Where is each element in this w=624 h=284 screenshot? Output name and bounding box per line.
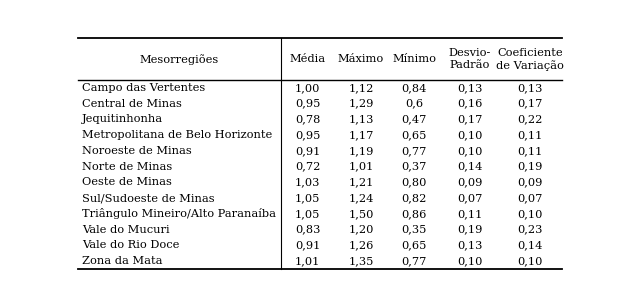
Text: Noroeste de Minas: Noroeste de Minas [82, 146, 192, 156]
Text: 1,21: 1,21 [348, 177, 374, 187]
Text: 0,35: 0,35 [401, 225, 427, 235]
Text: Central de Minas: Central de Minas [82, 99, 182, 108]
Text: 0,84: 0,84 [401, 83, 427, 93]
Text: 1,19: 1,19 [348, 146, 374, 156]
Text: 1,05: 1,05 [295, 209, 320, 219]
Text: 0,11: 0,11 [517, 146, 543, 156]
Text: 0,11: 0,11 [517, 130, 543, 140]
Text: 0,10: 0,10 [517, 256, 543, 266]
Text: 1,26: 1,26 [348, 240, 374, 250]
Text: Sul/Sudoeste de Minas: Sul/Sudoeste de Minas [82, 193, 215, 203]
Text: Média: Média [290, 54, 326, 64]
Text: 0,19: 0,19 [457, 225, 482, 235]
Text: 0,22: 0,22 [517, 114, 543, 124]
Text: Desvio-
Padrão: Desvio- Padrão [449, 49, 491, 70]
Text: Coeficiente
de Variação: Coeficiente de Variação [496, 48, 564, 70]
Text: 0,80: 0,80 [401, 177, 427, 187]
Text: 0,77: 0,77 [401, 256, 427, 266]
Text: 0,14: 0,14 [517, 240, 543, 250]
Text: 0,95: 0,95 [295, 130, 320, 140]
Text: 0,23: 0,23 [517, 225, 543, 235]
Text: Vale do Rio Doce: Vale do Rio Doce [82, 240, 179, 250]
Text: 0,17: 0,17 [457, 114, 482, 124]
Text: 0,95: 0,95 [295, 99, 320, 108]
Text: 1,20: 1,20 [348, 225, 374, 235]
Text: 1,05: 1,05 [295, 193, 320, 203]
Text: 0,65: 0,65 [401, 130, 427, 140]
Text: 0,91: 0,91 [295, 240, 320, 250]
Text: 1,29: 1,29 [348, 99, 374, 108]
Text: 0,83: 0,83 [295, 225, 320, 235]
Text: 0,17: 0,17 [517, 99, 543, 108]
Text: Vale do Mucuri: Vale do Mucuri [82, 225, 170, 235]
Text: 0,16: 0,16 [457, 99, 482, 108]
Text: 0,65: 0,65 [401, 240, 427, 250]
Text: 0,37: 0,37 [401, 162, 427, 172]
Text: 1,35: 1,35 [348, 256, 374, 266]
Text: Campo das Vertentes: Campo das Vertentes [82, 83, 205, 93]
Text: 0,78: 0,78 [295, 114, 320, 124]
Text: Máximo: Máximo [338, 54, 384, 64]
Text: 0,09: 0,09 [457, 177, 482, 187]
Text: 1,24: 1,24 [348, 193, 374, 203]
Text: 1,13: 1,13 [348, 114, 374, 124]
Text: 0,13: 0,13 [457, 83, 482, 93]
Text: 0,13: 0,13 [457, 240, 482, 250]
Text: 0,86: 0,86 [401, 209, 427, 219]
Text: 0,10: 0,10 [457, 146, 482, 156]
Text: Triângulo Mineiro/Alto Paranaíba: Triângulo Mineiro/Alto Paranaíba [82, 208, 276, 219]
Text: 0,14: 0,14 [457, 162, 482, 172]
Text: 0,10: 0,10 [457, 256, 482, 266]
Text: 1,01: 1,01 [295, 256, 320, 266]
Text: 0,10: 0,10 [517, 209, 543, 219]
Text: 0,07: 0,07 [457, 193, 482, 203]
Text: 0,91: 0,91 [295, 146, 320, 156]
Text: 1,03: 1,03 [295, 177, 320, 187]
Text: 1,17: 1,17 [348, 130, 374, 140]
Text: Oeste de Minas: Oeste de Minas [82, 177, 172, 187]
Text: 0,09: 0,09 [517, 177, 543, 187]
Text: Jequitinhonha: Jequitinhonha [82, 114, 163, 124]
Text: 1,01: 1,01 [348, 162, 374, 172]
Text: 0,13: 0,13 [517, 83, 543, 93]
Text: 0,72: 0,72 [295, 162, 320, 172]
Text: 0,07: 0,07 [517, 193, 543, 203]
Text: 1,50: 1,50 [348, 209, 374, 219]
Text: Mesorregiões: Mesorregiões [140, 54, 219, 65]
Text: Metropolitana de Belo Horizonte: Metropolitana de Belo Horizonte [82, 130, 272, 140]
Text: 0,10: 0,10 [457, 130, 482, 140]
Text: Zona da Mata: Zona da Mata [82, 256, 162, 266]
Text: 0,47: 0,47 [401, 114, 427, 124]
Text: 1,12: 1,12 [348, 83, 374, 93]
Text: 0,6: 0,6 [405, 99, 423, 108]
Text: 0,11: 0,11 [457, 209, 482, 219]
Text: 0,19: 0,19 [517, 162, 543, 172]
Text: Mínimo: Mínimo [392, 54, 436, 64]
Text: 0,82: 0,82 [401, 193, 427, 203]
Text: Norte de Minas: Norte de Minas [82, 162, 172, 172]
Text: 0,77: 0,77 [401, 146, 427, 156]
Text: 1,00: 1,00 [295, 83, 320, 93]
